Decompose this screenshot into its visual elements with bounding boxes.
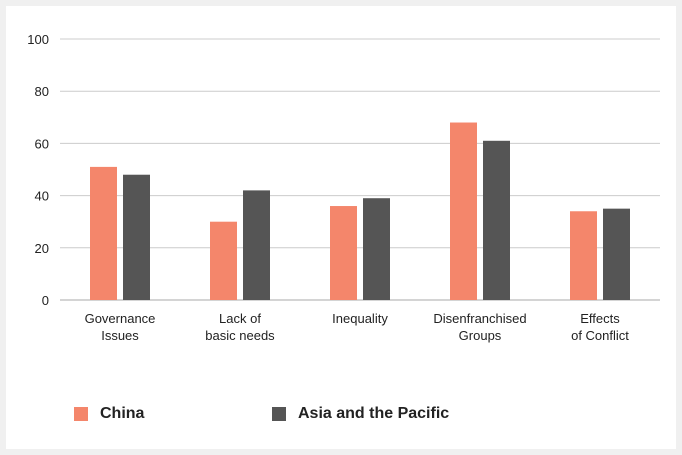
legend-label-asia-pacific: Asia and the Pacific [298, 405, 450, 422]
legend-item-china: China [74, 403, 144, 425]
y-tick-label: 20 [35, 241, 49, 256]
bar-china [330, 206, 357, 300]
y-tick-label: 100 [27, 32, 49, 47]
y-tick-label: 60 [35, 136, 49, 151]
x-tick-label: Issues [101, 328, 139, 343]
bar-asia-and-the-pacific [603, 208, 630, 300]
bar-asia-and-the-pacific [483, 140, 510, 300]
bar-asia-and-the-pacific [123, 174, 150, 300]
bar-china [450, 122, 477, 301]
x-tick-label: Lack of [219, 311, 261, 326]
bar-china [570, 211, 597, 300]
x-tick-label: Governance [85, 311, 156, 326]
bar-asia-and-the-pacific [363, 198, 390, 300]
x-tick-label: of Conflict [571, 328, 629, 343]
x-tick-label: basic needs [205, 328, 275, 343]
bar-asia-and-the-pacific [243, 190, 270, 300]
bar-china [90, 166, 117, 300]
x-tick-label: Effects [580, 311, 620, 326]
x-tick-label: Inequality [332, 311, 388, 326]
legend-swatch-asia-pacific [272, 407, 286, 421]
legend-item-asia-pacific: Asia and the Pacific [272, 403, 449, 425]
x-tick-label: Disenfranchised [433, 311, 526, 326]
x-tick-label: Groups [459, 328, 502, 343]
y-tick-label: 0 [42, 293, 49, 308]
y-tick-label: 40 [35, 189, 49, 204]
legend-swatch-china [74, 407, 88, 421]
y-tick-label: 80 [35, 84, 49, 99]
legend-label-china: China [100, 405, 145, 422]
bar-china [210, 221, 237, 300]
